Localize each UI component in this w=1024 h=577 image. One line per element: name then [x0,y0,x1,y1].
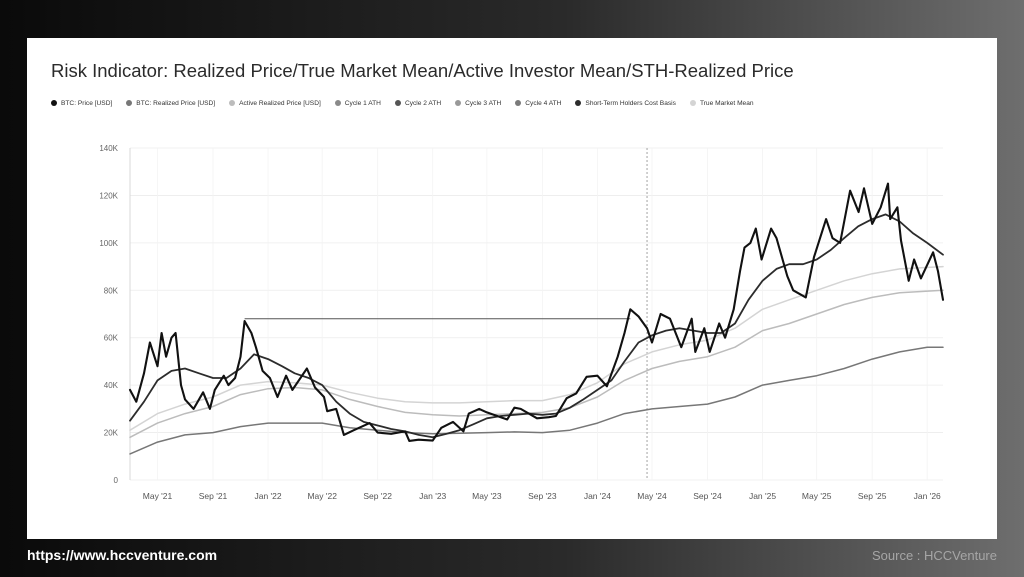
legend-swatch [689,100,696,106]
y-tick-label: 0 [114,476,119,485]
legend-label: Active Realized Price [USD] [239,99,321,107]
x-tick-label: May '21 [143,491,173,501]
legend-item[interactable]: Cycle 4 ATH [515,100,561,107]
x-tick-label: Sep '25 [858,491,887,501]
legend-item[interactable]: BTC: Realized Price [USD] [126,100,215,107]
legend-swatch [394,100,401,106]
chart-card: Risk Indicator: Realized Price/True Mark… [27,38,997,539]
legend-item[interactable]: Cycle 1 ATH [334,99,381,107]
y-tick-label: 80K [104,286,119,295]
y-tick-label: 20K [104,429,119,438]
legend-item[interactable]: BTC: Price [USD] [51,100,112,107]
x-tick-label: Sep '21 [199,491,228,501]
legend-item[interactable]: Active Realized Price [USD] [229,100,321,107]
y-tick-label: 100K [99,239,118,248]
legend-swatch [229,100,236,106]
series-line-btc-realized-price-usd [129,346,944,455]
legend-label: BTC: Price [USD] [61,99,113,107]
legend-label: Cycle 1 ATH [344,99,381,107]
x-tick-label: May '25 [802,491,832,501]
legend-item[interactable]: Cycle 2 ATH [394,99,442,107]
series-line-active-realized-price-usd [129,289,944,439]
x-tick-label: Jan '23 [419,491,446,501]
x-tick-label: Jan '25 [749,491,776,501]
series-line-short-term-holders-cost-basis [129,213,944,439]
chart-plot: 0 20K 40K 60K 80K 100K 120K 140K May '21 Sep '21 J… [99,144,945,501]
footer-url: https://www.hccventure.com [27,547,218,563]
x-tick-label: Jan '26 [914,491,941,501]
x-tick-label: May '23 [472,491,502,501]
chart-legend: BTC: Price [USD] BTC: Realized Price [USD… [51,97,768,109]
legend-label: Cycle 3 ATH [465,99,502,107]
legend-swatch [455,100,462,106]
x-tick-label: May '22 [307,491,337,501]
chart-title: Risk Indicator: Realized Price/True Mark… [51,60,794,81]
x-tick-label: Jan '22 [254,491,281,501]
legend-label: Cycle 2 ATH [404,99,442,107]
legend-swatch [126,100,133,106]
legend-label: BTC: Realized Price [USD] [136,99,216,107]
x-tick-label: May '24 [637,491,667,501]
legend-swatch [334,100,341,106]
y-tick-label: 60K [104,334,119,343]
legend-swatch [51,100,57,106]
legend-item[interactable]: Short-Term Holders Cost Basis [575,100,676,107]
legend-swatch [575,100,582,106]
x-tick-label: Sep '23 [528,491,557,501]
x-tick-label: Sep '22 [363,491,392,501]
legend-item[interactable]: True Market Mean [689,99,754,107]
legend-label: Short-Term Holders Cost Basis [585,99,676,107]
series-line-btc-price-usd [128,182,945,442]
legend-item[interactable]: Cycle 3 ATH [455,100,501,107]
series-line-true-market-mean [129,265,944,431]
y-tick-label: 120K [99,191,118,200]
legend-swatch [515,100,522,106]
x-tick-label: Sep '24 [693,491,722,501]
y-tick-label: 40K [104,381,119,390]
y-tick-label: 140K [99,144,118,153]
legend-label: True Market Mean [699,99,754,107]
legend-label: Cycle 4 ATH [525,99,562,107]
x-tick-label: Jan '24 [584,491,611,501]
footer-source: Source : HCCVenture [871,548,997,563]
